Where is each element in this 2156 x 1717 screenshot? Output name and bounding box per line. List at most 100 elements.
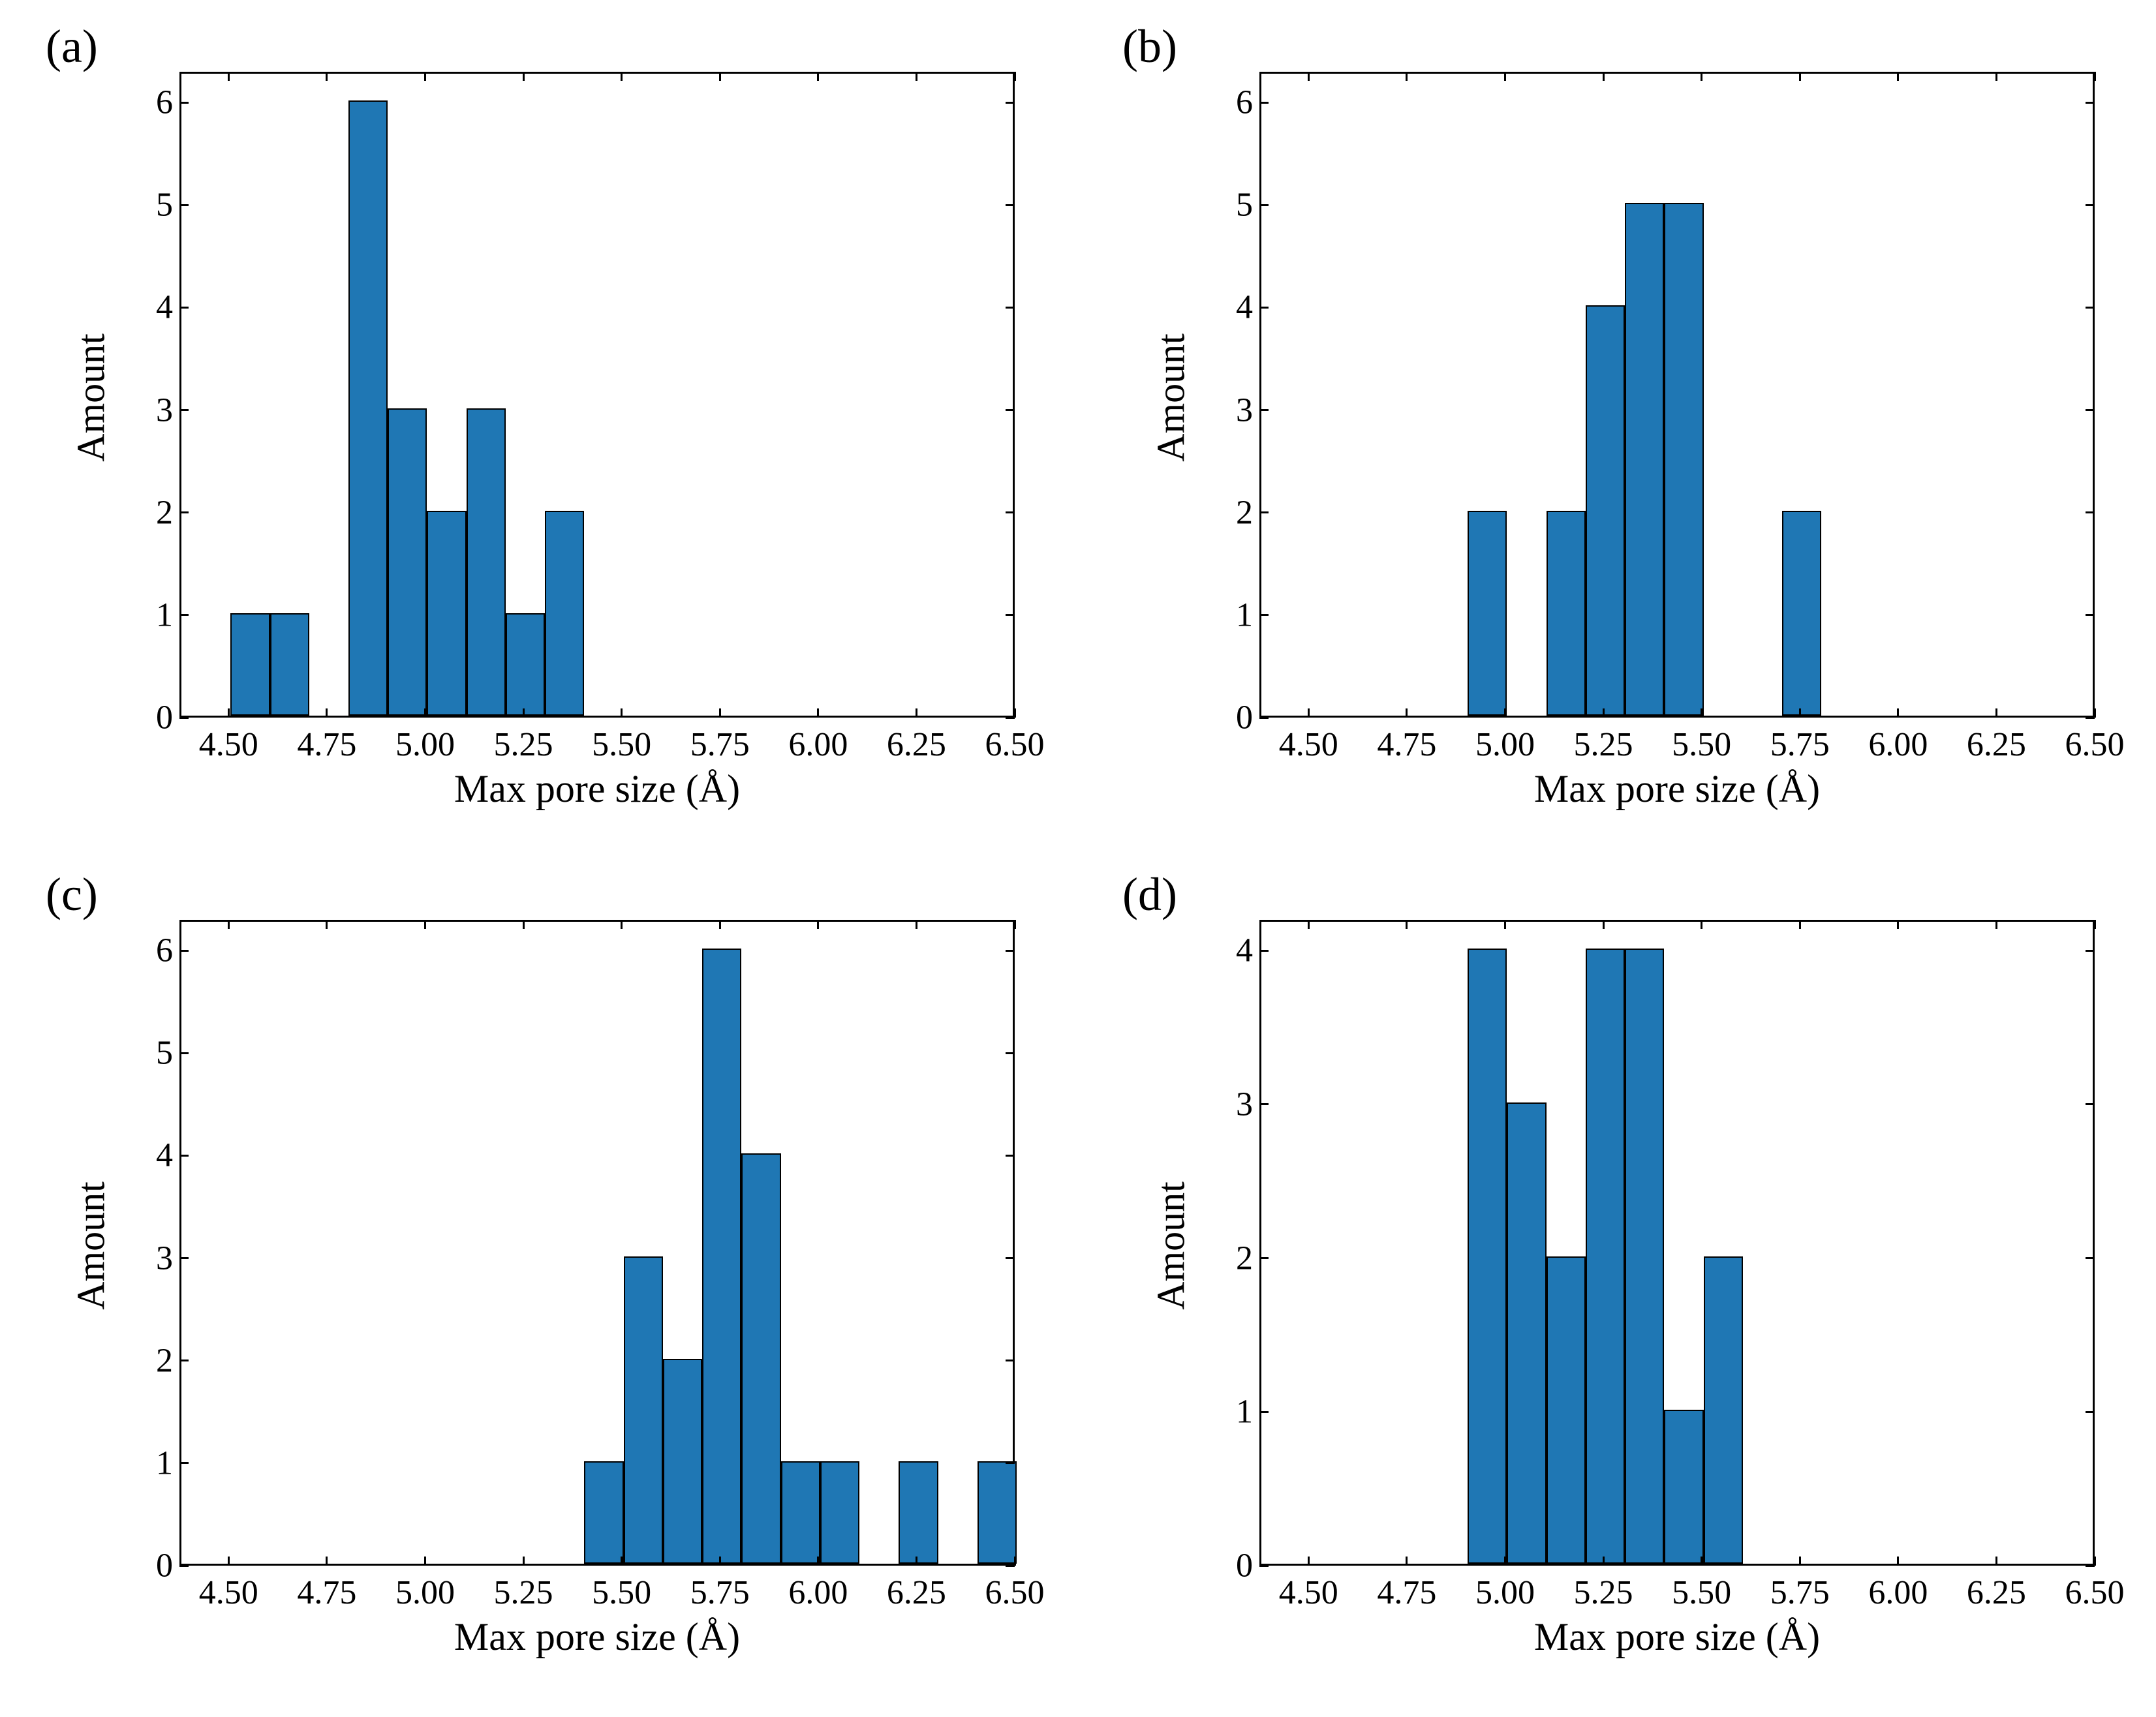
y-tick-label-a-6: 6 bbox=[140, 84, 173, 122]
x-tick-top-d-8 bbox=[2094, 920, 2096, 929]
y-tick-right-c-0 bbox=[1006, 1565, 1015, 1567]
y-tick-right-d-0 bbox=[2086, 1565, 2095, 1567]
y-tick-right-d-4 bbox=[2086, 950, 2095, 952]
y-tick-label-c-6: 6 bbox=[140, 932, 173, 970]
x-tick-a-6 bbox=[817, 708, 819, 718]
x-tick-d-7 bbox=[1995, 1557, 1997, 1566]
bar-d-1 bbox=[1507, 1102, 1546, 1564]
y-tick-right-d-1 bbox=[2086, 1411, 2095, 1413]
y-axis-label-c: Amount bbox=[69, 923, 114, 1569]
y-tick-d-4 bbox=[1259, 950, 1269, 952]
bar-d-6 bbox=[1704, 1256, 1743, 1564]
y-tick-label-a-1: 1 bbox=[140, 596, 173, 634]
x-tick-top-c-4 bbox=[621, 920, 623, 929]
x-tick-label-a-7: 6.25 bbox=[887, 725, 946, 764]
x-tick-top-a-7 bbox=[916, 72, 917, 81]
plot-area-c bbox=[179, 920, 1015, 1566]
y-tick-label-c-2: 2 bbox=[140, 1341, 173, 1380]
x-tick-top-d-2 bbox=[1504, 920, 1506, 929]
y-tick-c-1 bbox=[179, 1462, 189, 1464]
x-tick-a-7 bbox=[916, 708, 917, 718]
y-tick-b-0 bbox=[1259, 717, 1269, 719]
panel-label-a: (a) bbox=[46, 20, 98, 74]
bar-b-1 bbox=[1547, 511, 1586, 716]
panel-label-c: (c) bbox=[46, 868, 98, 922]
x-tick-b-5 bbox=[1799, 708, 1801, 718]
x-tick-d-4 bbox=[1701, 1557, 1702, 1566]
bar-b-4 bbox=[1664, 203, 1703, 716]
bar-c-2 bbox=[663, 1359, 702, 1564]
bar-a-0 bbox=[230, 613, 270, 716]
y-tick-right-c-1 bbox=[1006, 1462, 1015, 1464]
plot-area-a bbox=[179, 72, 1015, 718]
x-tick-top-b-1 bbox=[1406, 72, 1408, 81]
x-tick-top-d-6 bbox=[1897, 920, 1899, 929]
x-tick-top-c-5 bbox=[719, 920, 721, 929]
y-tick-label-d-1: 1 bbox=[1220, 1393, 1253, 1431]
x-tick-top-a-1 bbox=[326, 72, 328, 81]
y-tick-right-d-2 bbox=[2086, 1257, 2095, 1259]
y-tick-label-c-3: 3 bbox=[140, 1239, 173, 1277]
y-tick-label-d-2: 2 bbox=[1220, 1239, 1253, 1277]
y-tick-label-d-0: 0 bbox=[1220, 1547, 1253, 1585]
bar-d-0 bbox=[1468, 949, 1507, 1564]
y-tick-right-a-3 bbox=[1006, 409, 1015, 411]
y-tick-a-6 bbox=[179, 102, 189, 104]
bar-c-6 bbox=[820, 1461, 859, 1564]
x-tick-top-b-8 bbox=[2094, 72, 2096, 81]
x-tick-top-c-2 bbox=[424, 920, 426, 929]
y-tick-b-6 bbox=[1259, 102, 1269, 104]
x-tick-d-5 bbox=[1799, 1557, 1801, 1566]
y-tick-label-a-3: 3 bbox=[140, 391, 173, 429]
y-tick-label-b-0: 0 bbox=[1220, 699, 1253, 737]
y-tick-right-d-3 bbox=[2086, 1103, 2095, 1105]
x-tick-label-a-4: 5.50 bbox=[592, 725, 651, 764]
x-tick-d-0 bbox=[1308, 1557, 1310, 1566]
y-tick-right-c-2 bbox=[1006, 1360, 1015, 1361]
x-tick-top-a-3 bbox=[523, 72, 525, 81]
y-tick-right-a-0 bbox=[1006, 717, 1015, 719]
bar-c-4 bbox=[741, 1153, 780, 1564]
x-tick-b-7 bbox=[1995, 708, 1997, 718]
x-tick-top-b-7 bbox=[1995, 72, 1997, 81]
x-tick-top-b-6 bbox=[1897, 72, 1899, 81]
x-tick-label-c-6: 6.00 bbox=[788, 1573, 848, 1612]
x-tick-top-c-3 bbox=[523, 920, 525, 929]
y-tick-label-d-3: 3 bbox=[1220, 1085, 1253, 1123]
y-tick-label-d-4: 4 bbox=[1220, 932, 1253, 970]
x-tick-top-b-0 bbox=[1308, 72, 1310, 81]
y-axis-label-d: Amount bbox=[1149, 923, 1194, 1569]
x-tick-label-b-8: 6.50 bbox=[2065, 725, 2125, 764]
y-tick-c-5 bbox=[179, 1052, 189, 1054]
x-tick-top-a-6 bbox=[817, 72, 819, 81]
x-axis-label-b: Max pore size (Å) bbox=[1259, 767, 2095, 812]
y-axis-label-a: Amount bbox=[69, 75, 114, 721]
y-tick-a-2 bbox=[179, 511, 189, 513]
y-tick-label-a-0: 0 bbox=[140, 699, 173, 737]
x-tick-c-0 bbox=[228, 1557, 230, 1566]
x-tick-b-3 bbox=[1603, 708, 1605, 718]
plot-area-d bbox=[1259, 920, 2095, 1566]
y-tick-right-a-5 bbox=[1006, 204, 1015, 206]
x-tick-top-a-4 bbox=[621, 72, 623, 81]
y-tick-label-b-2: 2 bbox=[1220, 493, 1253, 532]
y-tick-c-4 bbox=[179, 1155, 189, 1157]
x-tick-top-d-1 bbox=[1406, 920, 1408, 929]
x-tick-label-d-1: 4.75 bbox=[1377, 1573, 1436, 1612]
y-tick-right-c-4 bbox=[1006, 1155, 1015, 1157]
x-tick-top-d-7 bbox=[1995, 920, 1997, 929]
x-tick-label-b-4: 5.50 bbox=[1672, 725, 1731, 764]
y-tick-c-0 bbox=[179, 1565, 189, 1567]
bar-c-1 bbox=[624, 1256, 663, 1564]
y-axis-label-b: Amount bbox=[1149, 75, 1194, 721]
x-tick-top-a-5 bbox=[719, 72, 721, 81]
x-tick-label-c-0: 4.50 bbox=[199, 1573, 258, 1612]
y-tick-b-2 bbox=[1259, 511, 1269, 513]
x-tick-label-b-3: 5.25 bbox=[1574, 725, 1633, 764]
x-tick-label-a-3: 5.25 bbox=[494, 725, 553, 764]
x-tick-b-1 bbox=[1406, 708, 1408, 718]
y-tick-b-5 bbox=[1259, 204, 1269, 206]
y-tick-label-b-6: 6 bbox=[1220, 84, 1253, 122]
y-tick-c-3 bbox=[179, 1257, 189, 1259]
plot-area-b bbox=[1259, 72, 2095, 718]
